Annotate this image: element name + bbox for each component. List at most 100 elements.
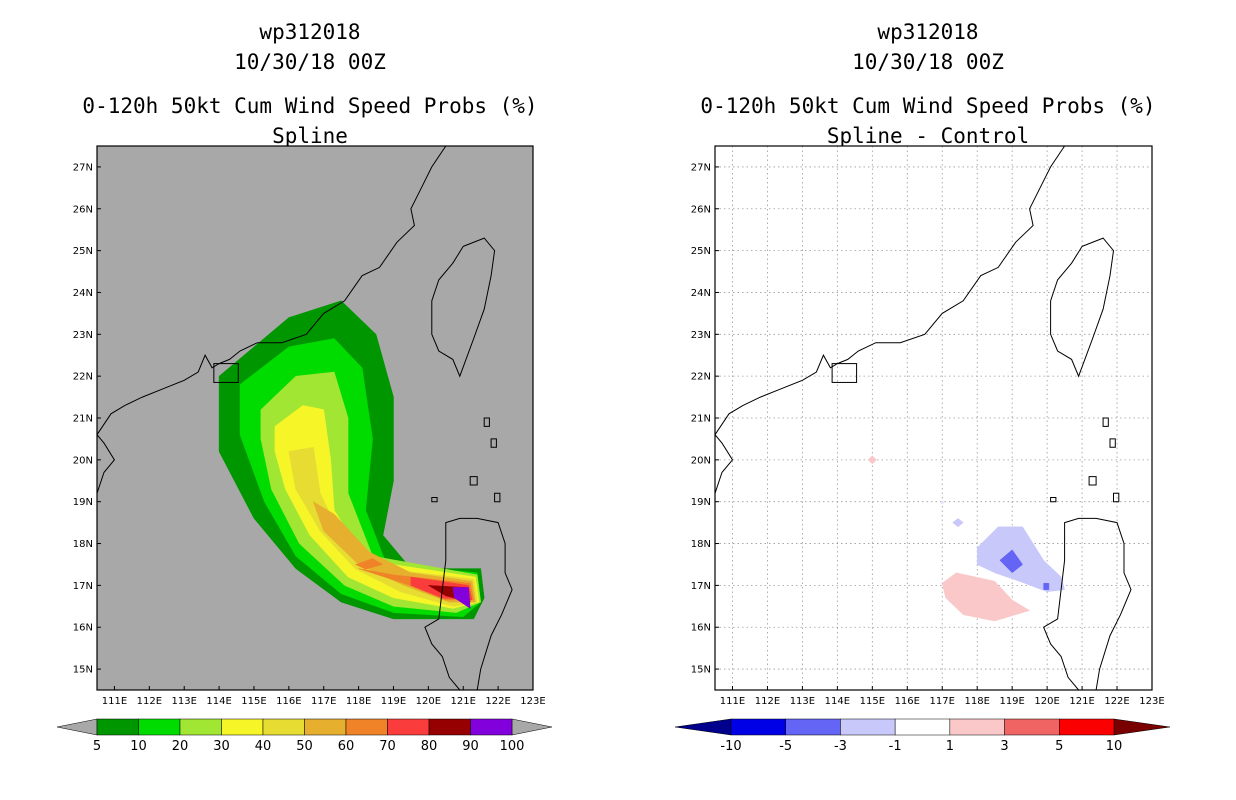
right-map-layer [715,146,1152,690]
left-china-coastline [97,146,447,494]
right-ytick-26N: 26N [691,204,711,215]
right-island-3 [1113,492,1120,503]
right-contour-1-5 [867,455,877,465]
right-xtick-120E: 120E [1034,696,1059,707]
left-ytick-26N: 26N [73,204,93,215]
right-xtick-111E: 111E [720,696,745,707]
right-ytick-18N: 18N [691,539,711,550]
right-xtick-113E: 113E [790,696,815,707]
left-colorbar-label-20: 20 [172,739,189,754]
left-colorbar-label-60: 60 [338,739,355,754]
right-colorbar-label--5: -5 [779,739,792,754]
right-colorbar-swatch-1 [785,718,841,736]
left-title-datetime: 10/30/18 00Z [234,50,386,74]
right-colorbar-swatch-4 [949,718,1005,736]
left-contour-50-5 [312,501,476,603]
left-colorbar-swatch-7 [387,718,430,736]
left-xtick-123E: 123E [520,696,545,707]
left-ytick-24N: 24N [73,288,93,299]
left-colorbar-swatch-5 [304,718,347,736]
right-colorbar-label-5: 5 [1055,739,1063,754]
right-map-background [715,146,1152,690]
right-xtick-118E: 118E [964,696,989,707]
right-colorbar-label--1: -1 [889,739,902,754]
right-ytick-27N: 27N [691,162,711,173]
right-china-coastline [715,146,1066,494]
right-ytick-21N: 21N [691,414,711,425]
left-colorbar-swatch-9 [470,718,513,736]
left-xtick-116E: 116E [276,696,301,707]
right-xtick-122E: 122E [1104,696,1129,707]
left-ytick-23N: 23N [73,330,93,341]
right-island-2 [1088,476,1097,486]
right-contour--3-1 [999,549,1023,574]
left-ytick-21N: 21N [73,414,93,425]
left-colorbar-label-50: 50 [296,739,313,754]
right-ytick-16N: 16N [691,623,711,634]
right-contour--3-2 [1043,583,1050,590]
left-ytick-20N: 20N [73,455,93,466]
left-title-storm: wp312018 [259,20,361,44]
left-ytick-27N: 27N [73,162,93,173]
right-title-variable: 0-120h 50kt Cum Wind Speed Probs (%) [700,94,1156,118]
left-colorbar-label-70: 70 [379,739,396,754]
left-colorbar-label-80: 80 [421,739,438,754]
left-title-variable: 0-120h 50kt Cum Wind Speed Probs (%) [82,94,538,118]
right-title-subtitle: Spline - Control [826,124,1030,148]
right-xtick-121E: 121E [1069,696,1094,707]
left-title: wp312018 10/30/18 00Z 0-120h 50kt Cum Wi… [10,17,610,151]
right-xtick-123E: 123E [1139,696,1164,707]
left-island-4 [431,497,438,503]
left-xtick-114E: 114E [206,696,231,707]
right-colorbar-label--3: -3 [834,739,847,754]
right-colorbar-low-end [674,718,732,736]
right-contour-1-6 [939,500,945,505]
left-colorbar-swatch-6 [345,718,388,736]
left-colorbar-swatch-2 [179,718,222,736]
right-contour-1-4 [941,572,1031,622]
right-xtick-117E: 117E [930,696,955,707]
right-ytick-20N: 20N [691,455,711,466]
right-island-0 [1102,417,1109,427]
left-xtick-121E: 121E [451,696,476,707]
left-island-0 [483,417,490,427]
right-colorbar-label-1: 1 [946,739,954,754]
right-contour--1-0 [976,526,1065,592]
right-ytick-17N: 17N [691,581,711,592]
left-xtick-118E: 118E [346,696,371,707]
left-ytick-25N: 25N [73,246,93,257]
right-contour--1-3 [952,518,964,528]
right-ytick-15N: 15N [691,665,711,676]
right-xtick-116E: 116E [895,696,920,707]
left-xtick-115E: 115E [241,696,266,707]
left-colorbar-label-40: 40 [255,739,272,754]
left-colorbar-label-5: 5 [93,739,101,754]
left-colorbar-low-end [56,718,98,736]
left-ytick-22N: 22N [73,372,93,383]
left-ytick-16N: 16N [73,623,93,634]
right-xtick-115E: 115E [860,696,885,707]
left-ytick-19N: 19N [73,497,93,508]
left-hongkong-box [213,363,239,383]
right-taiwan-coastline [1050,237,1115,378]
left-taiwan-coastline [431,237,496,378]
left-island-3 [494,492,501,503]
left-xtick-120E: 120E [416,696,441,707]
right-colorbar-swatch-5 [1004,718,1060,736]
right-colorbar-high-end [1113,718,1171,736]
left-island-1 [490,438,497,448]
right-title: wp312018 10/30/18 00Z 0-120h 50kt Cum Wi… [628,17,1228,151]
right-colorbar-label-3: 3 [1000,739,1008,754]
left-ytick-17N: 17N [73,581,93,592]
right-ytick-25N: 25N [691,246,711,257]
right-colorbar-label-10: 10 [1106,739,1123,754]
right-title-datetime: 10/30/18 00Z [852,50,1004,74]
left-xtick-111E: 111E [102,696,127,707]
right-island-4 [1050,497,1057,503]
left-xtick-117E: 117E [311,696,336,707]
right-ytick-19N: 19N [691,497,711,508]
right-colorbar-swatch-3 [894,718,951,736]
left-luzon-coastline [424,517,513,690]
right-luzon-coastline [1042,517,1132,690]
